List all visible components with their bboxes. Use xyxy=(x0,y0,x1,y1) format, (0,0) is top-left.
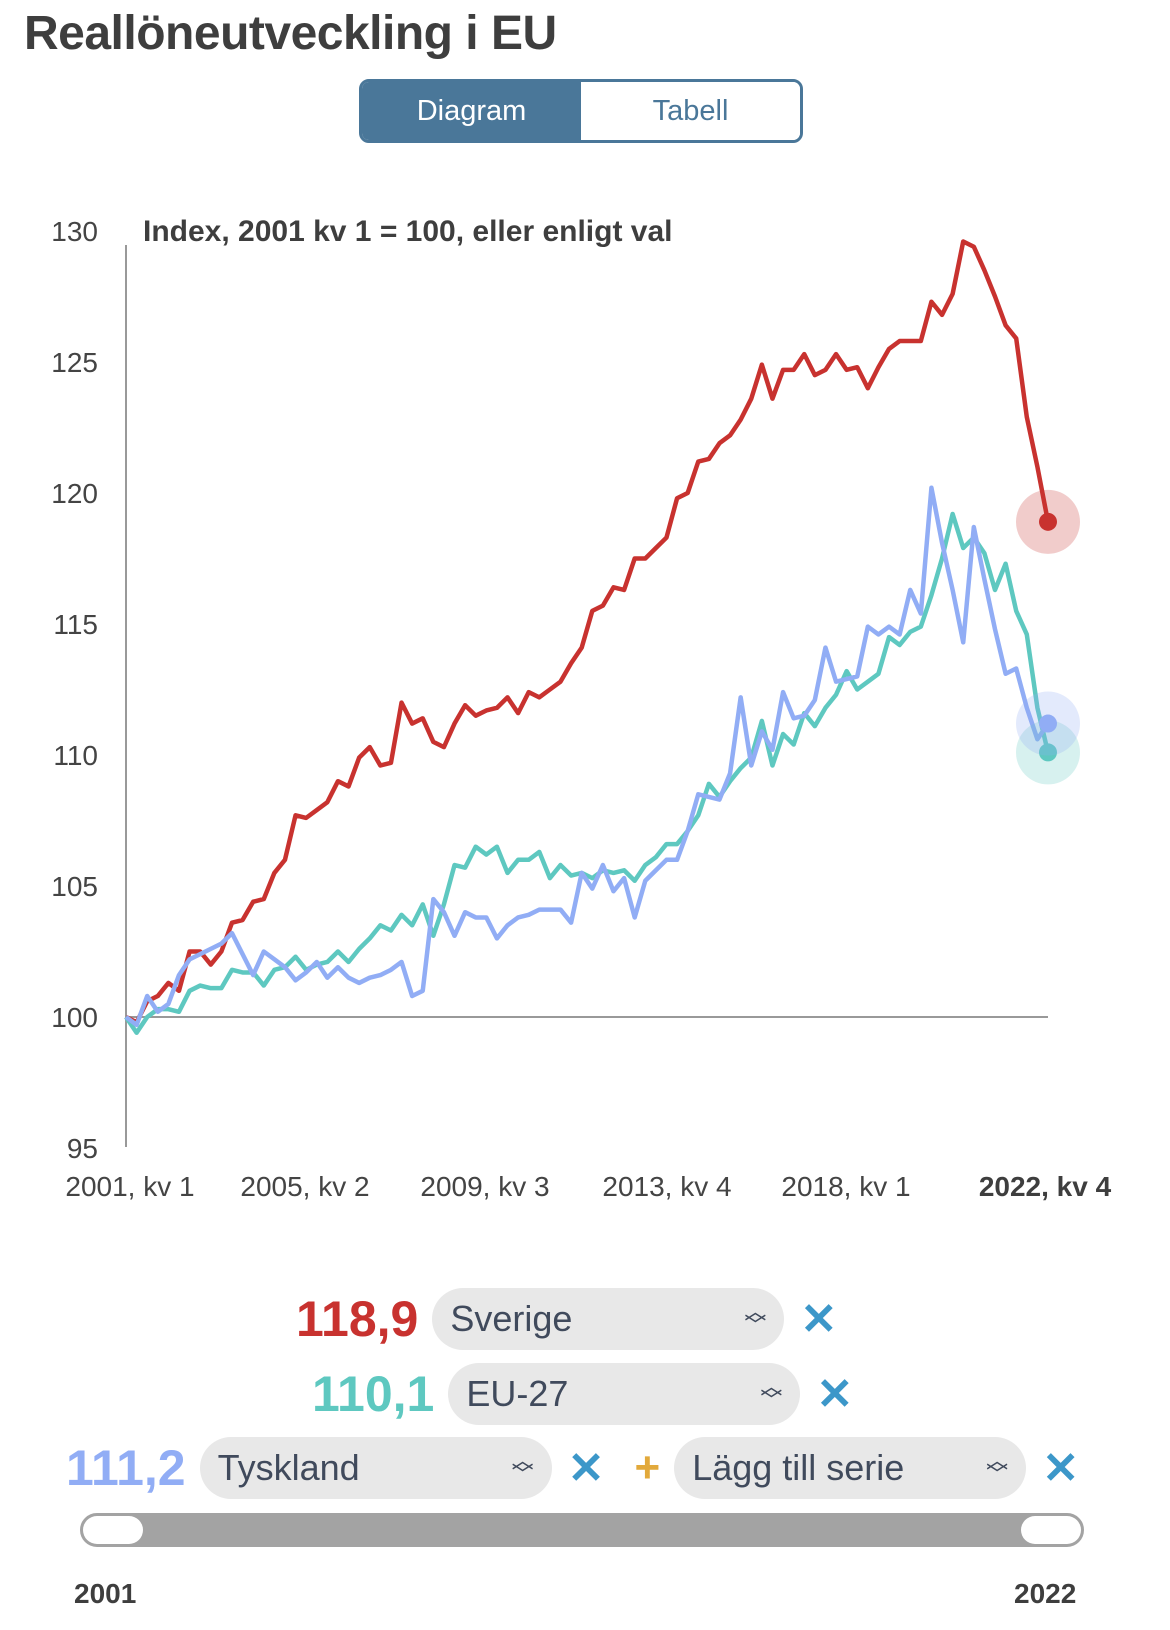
tab-tabell[interactable]: Tabell xyxy=(581,82,800,140)
range-end-handle[interactable] xyxy=(1021,1516,1081,1544)
legend-row-tyskland: 111,2 Tyskland ︿ ﹀ ✕ + Lägg till serie ︿ ﹀ ✕ xyxy=(66,1437,1079,1499)
x-tick-label: 2013, kv 4 xyxy=(602,1171,731,1202)
y-tick-label: 125 xyxy=(51,347,98,378)
series-select[interactable]: EU-27 ︿ ﹀ xyxy=(448,1363,801,1425)
series-value: 118,9 xyxy=(296,1291,419,1347)
remove-series-icon[interactable]: ✕ xyxy=(816,1369,854,1419)
x-tick-label: 2001, kv 1 xyxy=(65,1171,194,1202)
end-marker-tyskland[interactable] xyxy=(1039,714,1057,733)
view-toggle: Diagram Tabell xyxy=(359,79,803,143)
line-chart: Index, 2001 kv 1 = 100, eller enligt val… xyxy=(51,215,1112,1202)
y-tick-label: 95 xyxy=(67,1133,98,1164)
add-series-label: Lägg till serie xyxy=(692,1447,905,1488)
range-end-label: 2022 xyxy=(1014,1578,1077,1609)
series-line-tyskland xyxy=(124,485,1050,1028)
tab-diagram[interactable]: Diagram xyxy=(362,82,581,140)
remove-series-icon[interactable]: ✕ xyxy=(800,1294,838,1344)
page-title: Reallöneutveckling i EU xyxy=(24,7,557,60)
series-value: 111,2 xyxy=(66,1440,186,1496)
series-select[interactable]: Tyskland ︿ ﹀ xyxy=(199,1437,552,1499)
remove-series-icon[interactable]: ✕ xyxy=(567,1443,605,1493)
y-tick-label: 120 xyxy=(51,478,98,509)
end-marker-sverige[interactable] xyxy=(1039,512,1057,531)
chevron-up-down-icon: ︿ ﹀ xyxy=(511,1448,534,1487)
series-value: 110,1 xyxy=(312,1366,435,1422)
chart-subtitle: Index, 2001 kv 1 = 100, eller enligt val xyxy=(143,215,672,248)
series-name: EU-27 xyxy=(466,1373,569,1414)
remove-series-icon[interactable]: ✕ xyxy=(1042,1443,1080,1493)
y-tick-label: 105 xyxy=(51,871,98,902)
end-marker-eu-27[interactable] xyxy=(1039,743,1057,762)
x-tick-label: 2022, kv 4 xyxy=(979,1171,1112,1202)
y-tick-label: 130 xyxy=(51,216,98,247)
legend-row-eu27: 110,1 EU-27 ︿ ﹀ ✕ xyxy=(312,1363,853,1425)
series-select[interactable]: Sverige ︿ ﹀ xyxy=(432,1288,785,1350)
range-start-handle[interactable] xyxy=(83,1516,143,1544)
time-range-slider[interactable] xyxy=(80,1513,1084,1547)
x-tick-label: 2018, kv 1 xyxy=(781,1171,910,1202)
y-tick-label: 115 xyxy=(53,609,98,640)
x-tick-label: 2009, kv 3 xyxy=(420,1171,549,1202)
series-name: Tyskland xyxy=(217,1447,360,1488)
chevron-up-down-icon: ︿ ﹀ xyxy=(760,1374,783,1413)
chevron-up-down-icon: ︿ ﹀ xyxy=(986,1448,1009,1487)
series-name: Sverige xyxy=(450,1298,573,1339)
x-tick-label: 2005, kv 2 xyxy=(240,1171,369,1202)
legend-row-sverige: 118,9 Sverige ︿ ﹀ ✕ xyxy=(296,1288,837,1350)
range-start-label: 2001 xyxy=(74,1578,137,1609)
add-icon[interactable]: + xyxy=(634,1443,661,1492)
add-series-select[interactable]: Lägg till serie ︿ ﹀ xyxy=(674,1437,1027,1499)
chevron-up-down-icon: ︿ ﹀ xyxy=(744,1299,767,1338)
series-line-sverige xyxy=(125,239,1051,1025)
y-tick-label: 110 xyxy=(53,740,98,771)
y-tick-label: 100 xyxy=(51,1002,98,1033)
series-line-eu-27 xyxy=(124,511,1051,1035)
